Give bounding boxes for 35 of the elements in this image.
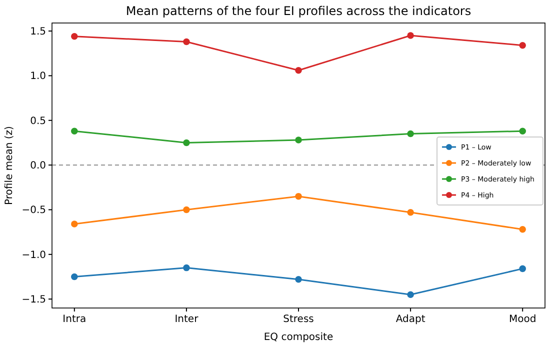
- point: [295, 66, 302, 74]
- y-tick-label: 1.0: [30, 71, 46, 82]
- point: [183, 264, 190, 272]
- y-axis-title: Profile mean (z): [4, 126, 15, 205]
- point: [295, 192, 302, 200]
- y-tick-label: −0.5: [22, 205, 46, 216]
- point: [71, 273, 78, 280]
- point: [519, 128, 526, 134]
- y-tick-label: 1.5: [30, 26, 46, 38]
- point: [295, 136, 302, 144]
- point: [519, 42, 526, 49]
- point: [407, 291, 414, 298]
- y-tick-label: −1.0: [22, 250, 46, 261]
- point: [407, 32, 414, 39]
- point: [519, 265, 526, 272]
- point: [71, 33, 78, 40]
- x-tick-label: Stress: [283, 314, 314, 325]
- point: [295, 276, 302, 283]
- point: [519, 226, 526, 233]
- y-tick-label: 0.5: [30, 116, 46, 127]
- point: [183, 38, 190, 46]
- x-tick-label: Inter: [174, 314, 200, 325]
- point: [407, 209, 414, 216]
- x-tick-label: Mood: [508, 314, 536, 325]
- point: [71, 128, 78, 134]
- y-tick-label: −1.5: [22, 294, 46, 306]
- chart-title: Mean patterns of the four EI profiles across the indicators: [126, 4, 472, 18]
- point: [407, 130, 414, 138]
- x-tick-label: Adapt: [396, 314, 426, 325]
- point: [71, 220, 78, 228]
- x-axis-title: EQ composite: [264, 332, 334, 343]
- y-tick-label: 0.0: [30, 160, 46, 172]
- x-tick-label: Intra: [62, 314, 86, 325]
- point: [183, 139, 190, 146]
- point: [183, 206, 190, 214]
